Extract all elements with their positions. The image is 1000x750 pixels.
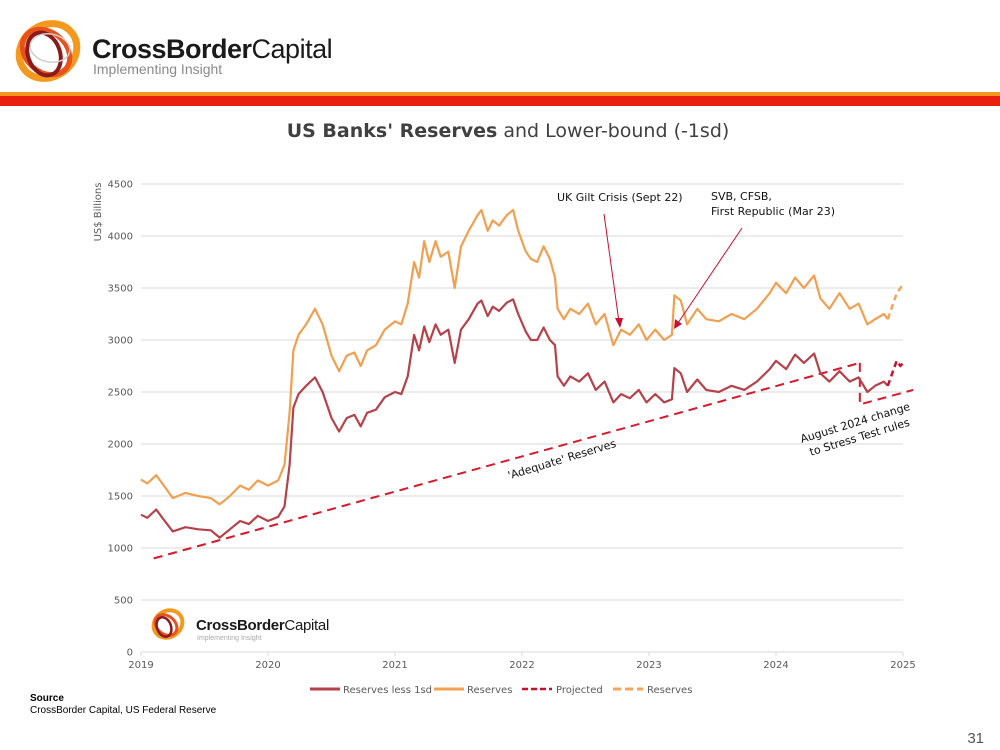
legend-item-reserves: Reserves: [434, 685, 512, 696]
svg-text:UK Gilt Crisis (Sept 22): UK Gilt Crisis (Sept 22): [557, 191, 683, 204]
reserves-projected-line: [886, 282, 905, 320]
arrowhead-icon: [674, 319, 682, 329]
svg-text:First Republic (Mar 23): First Republic (Mar 23): [711, 205, 835, 218]
x-tick-label: 2020: [255, 660, 280, 671]
watermark-logo-icon: [151, 608, 185, 640]
x-tick-label: 2021: [382, 660, 407, 671]
source-label: Source: [30, 693, 64, 704]
y-tick-label: 500: [114, 596, 133, 607]
y-axis-label: US$ Billions: [93, 183, 104, 242]
chart-title: US Banks' Reserves and Lower-bound (-1sd…: [286, 120, 730, 142]
reserves-less-1sd-line: [140, 298, 889, 539]
x-tick-label: 2019: [128, 660, 153, 671]
stress-test-trend-line: [858, 362, 914, 406]
header-rule-orange: [0, 92, 1000, 96]
y-tick-label: 1500: [108, 492, 133, 503]
y-tick-label: 4000: [108, 232, 133, 243]
svg-text:Reserves less 1sd: Reserves less 1sd: [343, 685, 432, 696]
watermark: CrossBorderCapital Implementing Insight: [151, 608, 329, 642]
y-tick-label: 3500: [108, 284, 133, 295]
projected-line: [886, 359, 904, 387]
adequate-reserves-trend-line: [153, 361, 861, 560]
y-tick-label: 4500: [108, 180, 133, 191]
arrow-uk-gilt: [603, 213, 620, 323]
y-tick-label: 2000: [108, 440, 133, 451]
x-tick-label: 2024: [763, 660, 788, 671]
svg-text:Reserves: Reserves: [467, 685, 512, 696]
svg-text:SVB, CFSB,: SVB, CFSB,: [711, 190, 772, 203]
svg-text:Implementing Insight: Implementing Insight: [197, 635, 262, 642]
crossborder-logo-icon: [15, 20, 81, 82]
source-text: CrossBorder Capital, US Federal Reserve: [30, 705, 217, 716]
x-tick-label: 2023: [636, 660, 661, 671]
svg-text:Projected: Projected: [556, 685, 603, 696]
arrow-svb: [677, 227, 743, 324]
y-tick-label: 2500: [108, 388, 133, 399]
x-tick-label: 2025: [890, 660, 915, 671]
svg-text:CrossBorderCapital: CrossBorderCapital: [196, 617, 329, 634]
reserves-line: [140, 208, 889, 506]
legend: Reserves less 1sd Reserves Projected Res…: [310, 685, 692, 696]
y-tick-label: 0: [127, 648, 133, 659]
annotation-uk-gilt: UK Gilt Crisis (Sept 22): [557, 191, 683, 328]
header-band-red: [0, 96, 1000, 106]
y-tick-label: 3000: [108, 336, 133, 347]
annotation-stress-test: August 2024 change to Stress Test rules: [799, 400, 912, 459]
brand-tagline: Implementing Insight: [93, 61, 223, 77]
annotation-svb: SVB, CFSB, First Republic (Mar 23): [674, 190, 835, 329]
legend-item-reserves-less-1sd: Reserves less 1sd: [310, 685, 432, 696]
arrowhead-icon: [615, 318, 623, 328]
legend-item-reserves-projected: Reserves: [613, 685, 692, 696]
page-number: 31: [967, 730, 984, 747]
y-tick-label: 1000: [108, 544, 133, 555]
svg-text:Reserves: Reserves: [647, 685, 692, 696]
brand-name: CrossBorderCapital: [92, 34, 333, 64]
legend-item-projected: Projected: [522, 685, 603, 696]
x-tick-label: 2022: [509, 660, 534, 671]
